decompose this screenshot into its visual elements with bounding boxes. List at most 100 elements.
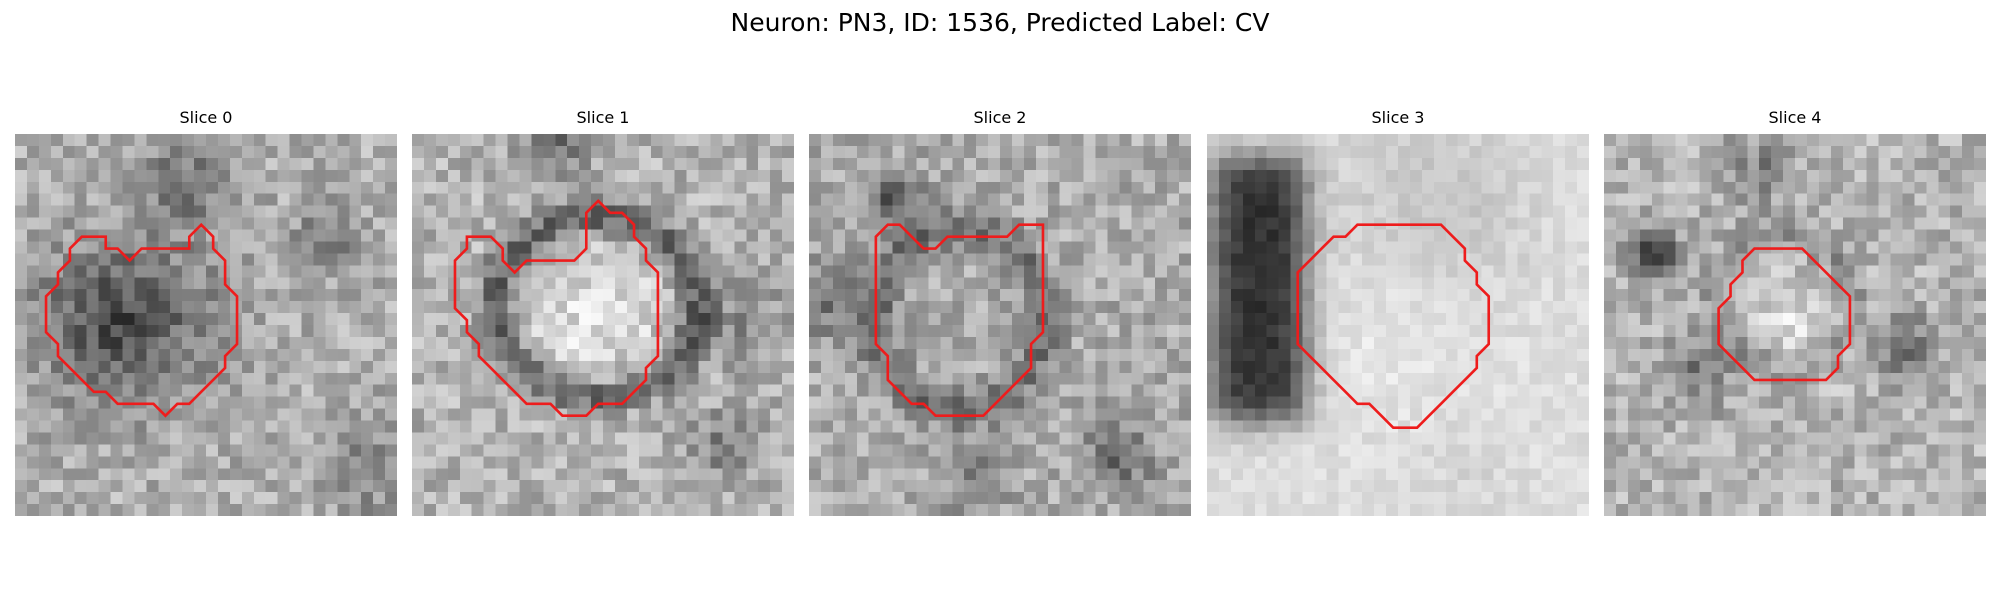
pixel (1699, 157, 1712, 171)
pixel (1167, 408, 1180, 421)
pixel (1374, 205, 1387, 218)
pixel (1902, 217, 1915, 230)
pixel (1207, 408, 1220, 421)
pixel (1830, 301, 1843, 314)
pixel (1254, 313, 1267, 326)
pixel (1577, 420, 1589, 433)
pixel (567, 265, 580, 278)
pixel (1890, 241, 1903, 254)
pixel (904, 241, 917, 254)
pixel (1254, 360, 1267, 373)
pixel (662, 480, 675, 493)
pixel (1771, 420, 1784, 433)
pixel (1338, 325, 1351, 338)
pixel (1747, 241, 1760, 254)
pixel (1059, 277, 1072, 290)
pixel (1155, 301, 1168, 314)
pixel (1362, 408, 1375, 421)
pixel (1771, 253, 1784, 266)
pixel (1577, 325, 1589, 338)
pixel (26, 432, 40, 445)
pixel (423, 241, 437, 254)
pixel (1155, 205, 1168, 218)
pixel (1218, 408, 1232, 421)
pixel (626, 468, 640, 481)
pixel (1651, 265, 1664, 278)
pixel (1278, 193, 1291, 206)
slice-panel-0: Slice 0 (15, 106, 397, 516)
pixel (289, 348, 302, 362)
pixel (1541, 480, 1554, 493)
pixel (1083, 229, 1096, 242)
pixel (1962, 384, 1975, 397)
pixel (531, 241, 544, 254)
pixel (1143, 372, 1156, 385)
pixel (1362, 468, 1375, 481)
pixel (122, 277, 135, 290)
pixel (1890, 169, 1903, 182)
pixel (1517, 313, 1530, 326)
pixel (1517, 492, 1530, 505)
pixel (1179, 432, 1191, 445)
pixel (1541, 205, 1554, 218)
pixel (1604, 157, 1617, 171)
pixel (1962, 217, 1975, 230)
pixel (1278, 181, 1291, 194)
pixel (1338, 492, 1351, 505)
pixel (1179, 277, 1191, 290)
pixel (976, 193, 989, 206)
pixel (1047, 432, 1060, 445)
pixel (1565, 384, 1578, 397)
pixel (471, 313, 484, 326)
pixel (1095, 289, 1108, 302)
pixel (880, 432, 893, 445)
pixel (1266, 325, 1279, 338)
pixel (1409, 145, 1423, 159)
pixel (1771, 277, 1784, 290)
pixel (1687, 372, 1700, 385)
pixel (591, 480, 604, 493)
pixel (1699, 301, 1712, 314)
pixel (170, 348, 183, 362)
pixel (74, 456, 87, 469)
pixel (1374, 468, 1387, 481)
pixel (1398, 384, 1411, 397)
pixel (1107, 384, 1120, 397)
pixel (86, 157, 99, 171)
pixel (206, 384, 219, 397)
pixel (1938, 313, 1951, 326)
pixel (734, 145, 747, 159)
pixel (1071, 360, 1084, 373)
pixel (1119, 408, 1132, 421)
pixel (98, 277, 111, 290)
pixel (1577, 181, 1589, 194)
pixel (1735, 241, 1748, 254)
pixel (110, 217, 123, 230)
pixel (1167, 289, 1180, 302)
pixel (435, 301, 449, 314)
pixel (519, 336, 532, 350)
pixel (241, 169, 254, 182)
pixel (1771, 193, 1784, 206)
pixel (1095, 313, 1108, 326)
pixel (1338, 456, 1351, 469)
pixel (170, 468, 183, 481)
pixel (229, 432, 243, 445)
pixel (1338, 169, 1351, 182)
pixel (928, 265, 941, 278)
pixel (686, 420, 699, 433)
pixel (1095, 480, 1108, 493)
pixel (1107, 181, 1120, 194)
pixel (976, 348, 989, 362)
pixel (217, 193, 231, 206)
pixel (916, 384, 929, 397)
pixel (1529, 492, 1542, 505)
pixel (373, 277, 386, 290)
pixel (26, 468, 40, 481)
pixel (1795, 444, 1808, 457)
pixel (1771, 217, 1784, 230)
pixel (1505, 265, 1518, 278)
pixel (856, 325, 869, 338)
pixel (952, 217, 965, 230)
pixel (832, 193, 846, 206)
